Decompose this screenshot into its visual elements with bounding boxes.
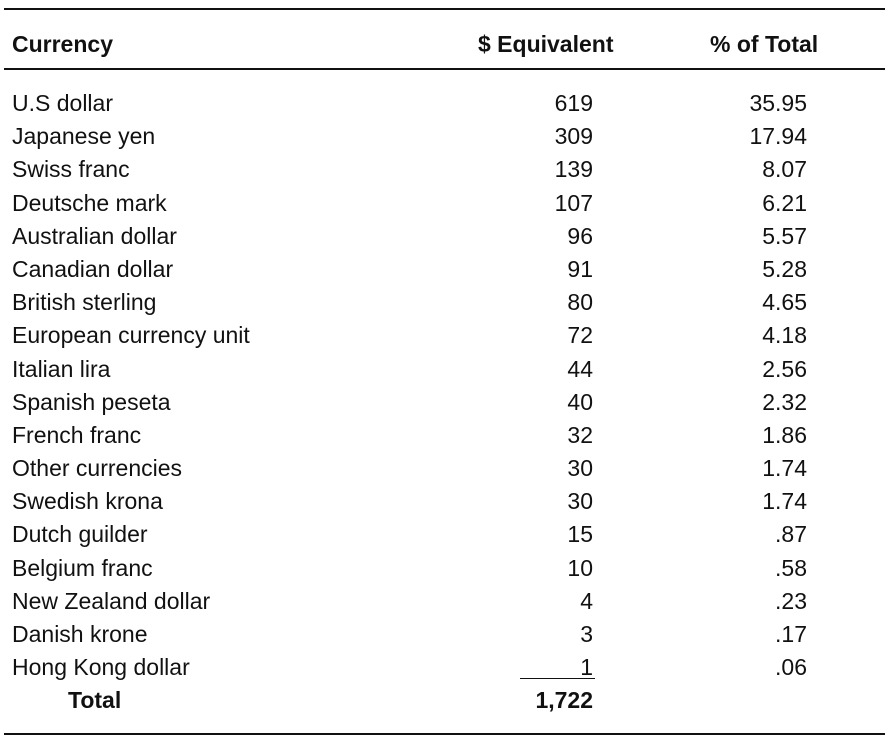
total-equivalent: 1,722 (535, 687, 593, 713)
dollar-equivalent-value: 32 (567, 421, 593, 448)
table-row: Italian lira 44 2.56 (0, 353, 891, 386)
percent-of-total-value: 6.21 (762, 189, 807, 216)
percent-of-total-value: .23 (775, 587, 807, 614)
percent-of-total-value: 1.74 (762, 488, 807, 515)
header-percent-of-total: % of Total (710, 31, 819, 57)
percent-of-total-value: 2.56 (762, 355, 807, 382)
total-label: Total (68, 687, 122, 713)
currency-name: Dutch guilder (12, 521, 148, 548)
table-row: Belgium franc 10 .58 (0, 552, 891, 585)
table-row: Swedish krona 30 1.74 (0, 485, 891, 518)
currency-name: Other currencies (12, 455, 183, 482)
table-row: Danish krone 3 .17 (0, 618, 891, 651)
table-body: U.S dollar 619 35.95 Japanese yen 309 17.94 Sw… (0, 87, 891, 684)
percent-of-total-value: .87 (775, 521, 807, 548)
dollar-equivalent-value: 96 (567, 222, 593, 249)
currency-name: Canadian dollar (12, 255, 174, 282)
currency-name: Deutsche mark (12, 189, 167, 216)
table-row: European currency unit 72 4.18 (0, 319, 891, 352)
table-row: Spanish peseta 40 2.32 (0, 386, 891, 419)
dollar-equivalent-value: 30 (567, 455, 593, 482)
table-row: New Zealand dollar 4 .23 (0, 585, 891, 618)
table-header-row: Currency $ Equivalent % of Total (0, 28, 891, 64)
currency-name: Swedish krona (12, 488, 163, 515)
percent-of-total-value: 2.32 (762, 388, 807, 415)
dollar-equivalent-value: 107 (554, 189, 593, 216)
percent-of-total-value: 1.86 (762, 421, 807, 448)
dollar-equivalent-value: 619 (554, 90, 593, 116)
header-dollar-equivalent: $ Equivalent (478, 31, 614, 57)
percent-of-total-value: .17 (775, 621, 807, 647)
table-row: Hong Kong dollar 1 .06 (0, 651, 891, 684)
percent-of-total-value: 17.94 (749, 123, 807, 150)
header-currency: Currency (12, 31, 113, 57)
table-row: Swiss franc 139 8.07 (0, 153, 891, 186)
currency-name: British sterling (12, 289, 157, 316)
table-row: Deutsche mark 107 6.21 (0, 187, 891, 220)
currency-name: New Zealand dollar (12, 587, 211, 614)
percent-of-total-value: 8.07 (762, 156, 807, 183)
dollar-equivalent-value: 72 (567, 322, 593, 349)
table-row: U.S dollar 619 35.95 (0, 87, 891, 120)
currency-name: Belgium franc (12, 554, 153, 581)
currency-name: Italian lira (12, 355, 111, 382)
currency-name: Swiss franc (12, 156, 130, 183)
table-row: Dutch guilder 15 .87 (0, 518, 891, 551)
currency-name: European currency unit (12, 322, 250, 349)
dollar-equivalent-value: 44 (567, 355, 593, 382)
percent-of-total-value: 1.74 (762, 455, 807, 482)
currency-name: Australian dollar (12, 222, 177, 249)
dollar-equivalent-value: 30 (567, 488, 593, 515)
percent-of-total-value: .06 (775, 654, 807, 681)
percent-of-total-value: .58 (775, 554, 807, 581)
table-row: British sterling 80 4.65 (0, 286, 891, 319)
currency-name: U.S dollar (12, 90, 113, 116)
dollar-equivalent-value: 80 (567, 289, 593, 316)
dollar-equivalent-value: 1 (580, 654, 593, 681)
dollar-equivalent-value: 15 (567, 521, 593, 548)
currency-name: Japanese yen (12, 123, 156, 150)
percent-of-total-value: 5.28 (762, 255, 807, 282)
currency-name: French franc (12, 421, 142, 448)
dollar-equivalent-value: 10 (567, 554, 593, 581)
dollar-equivalent-value: 91 (567, 255, 593, 282)
table-header-rule (4, 68, 885, 70)
percent-of-total-value: 4.65 (762, 289, 807, 316)
table-row: Japanese yen 309 17.94 (0, 120, 891, 153)
total-sum-rule (520, 678, 595, 679)
table-row: Other currencies 30 1.74 (0, 452, 891, 485)
dollar-equivalent-value: 40 (567, 388, 593, 415)
dollar-equivalent-value: 139 (554, 156, 593, 183)
currency-name: Spanish peseta (12, 388, 171, 415)
percent-of-total-value: 4.18 (762, 322, 807, 349)
dollar-equivalent-value: 4 (580, 587, 593, 614)
dollar-equivalent-value: 309 (554, 123, 593, 150)
table-bottom-rule (4, 733, 885, 735)
dollar-equivalent-value: 3 (580, 621, 593, 647)
currency-name: Hong Kong dollar (12, 654, 190, 681)
table-row: French franc 32 1.86 (0, 419, 891, 452)
table-top-rule (4, 8, 885, 10)
table-row: Canadian dollar 91 5.28 (0, 253, 891, 286)
percent-of-total-value: 35.95 (749, 90, 807, 116)
table-total-row: Total 1,722 (0, 684, 891, 720)
percent-of-total-value: 5.57 (762, 222, 807, 249)
table-row: Australian dollar 96 5.57 (0, 220, 891, 253)
currency-name: Danish krone (12, 621, 148, 647)
